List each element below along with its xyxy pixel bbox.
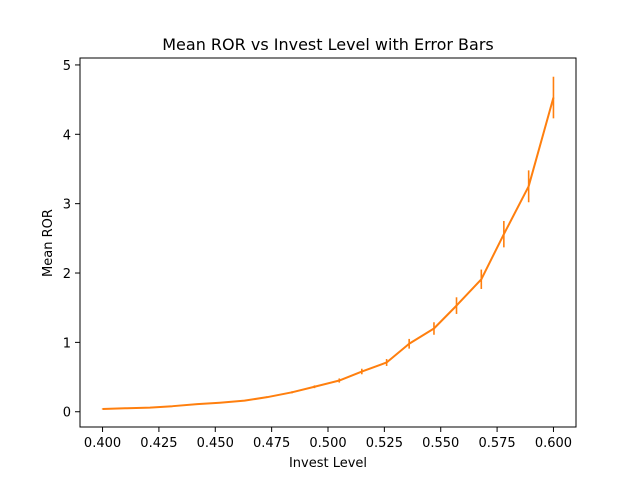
chart-title: Mean ROR vs Invest Level with Error Bars: [162, 35, 493, 54]
y-tick-label: 0: [63, 406, 71, 421]
series-layer: [101, 76, 555, 410]
series-line: [102, 97, 555, 410]
y-tick-label: 5: [63, 59, 71, 74]
y-tick-label: 2: [63, 267, 71, 282]
plot-frame: [79, 57, 577, 428]
y-tick-label: 4: [63, 128, 71, 143]
x-axis: 0.400 0.425 0.450 0.475 0.500 0.525 0.550 0.575…: [84, 427, 572, 451]
y-tick-label: 3: [63, 198, 71, 213]
y-tick-label: 1: [63, 336, 71, 351]
x-tick-label: 0.500: [309, 436, 346, 451]
x-axis-label: Invest Level: [289, 456, 367, 471]
x-tick-label: 0.575: [478, 436, 515, 451]
x-tick-label: 0.425: [140, 436, 177, 451]
x-tick-label: 0.450: [197, 436, 234, 451]
x-tick-label: 0.400: [84, 436, 121, 451]
y-axis-label: Mean ROR: [41, 209, 56, 277]
x-tick-label: 0.475: [253, 436, 290, 451]
x-tick-label: 0.600: [535, 436, 572, 451]
x-tick-label: 0.525: [366, 436, 403, 451]
y-axis: 0 1 2 3 4 5: [63, 59, 80, 421]
x-tick-label: 0.550: [422, 436, 459, 451]
